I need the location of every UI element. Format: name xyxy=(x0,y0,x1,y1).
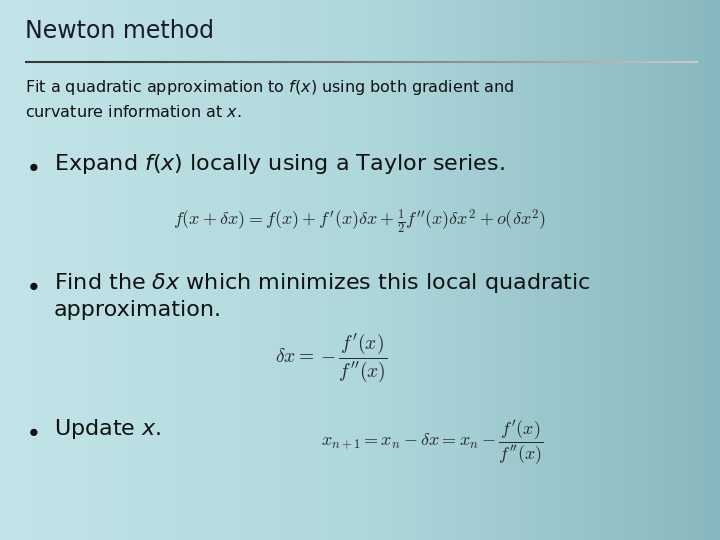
Text: Find the $\delta x$ which minimizes this local quadratic: Find the $\delta x$ which minimizes this… xyxy=(54,271,591,295)
Text: Fit a quadratic approximation to $f(x)$ using both gradient and
curvature inform: Fit a quadratic approximation to $f(x)$ … xyxy=(25,78,515,120)
Text: approximation.: approximation. xyxy=(54,300,222,320)
Text: Update $x$.: Update $x$. xyxy=(54,417,161,441)
Text: $\delta x = -\dfrac{f'(x)}{f''(x)}$: $\delta x = -\dfrac{f'(x)}{f''(x)}$ xyxy=(275,332,387,384)
Text: Expand $f(x)$ locally using a Taylor series.: Expand $f(x)$ locally using a Taylor ser… xyxy=(54,152,505,176)
Text: $f(x + \delta x) = f(x) + f'(x)\delta x + \frac{1}{2}f''(x)\delta x^2 + o(\delta: $f(x + \delta x) = f(x) + f'(x)\delta x … xyxy=(174,208,546,236)
Text: Newton method: Newton method xyxy=(25,19,215,43)
Text: $x_{n+1} = x_n - \delta x = x_n - \dfrac{f'(x)}{f''(x)}$: $x_{n+1} = x_n - \delta x = x_n - \dfrac… xyxy=(320,418,544,467)
Text: $\bullet$: $\bullet$ xyxy=(25,273,39,296)
Text: $\bullet$: $\bullet$ xyxy=(25,154,39,178)
Text: $\bullet$: $\bullet$ xyxy=(25,418,39,442)
